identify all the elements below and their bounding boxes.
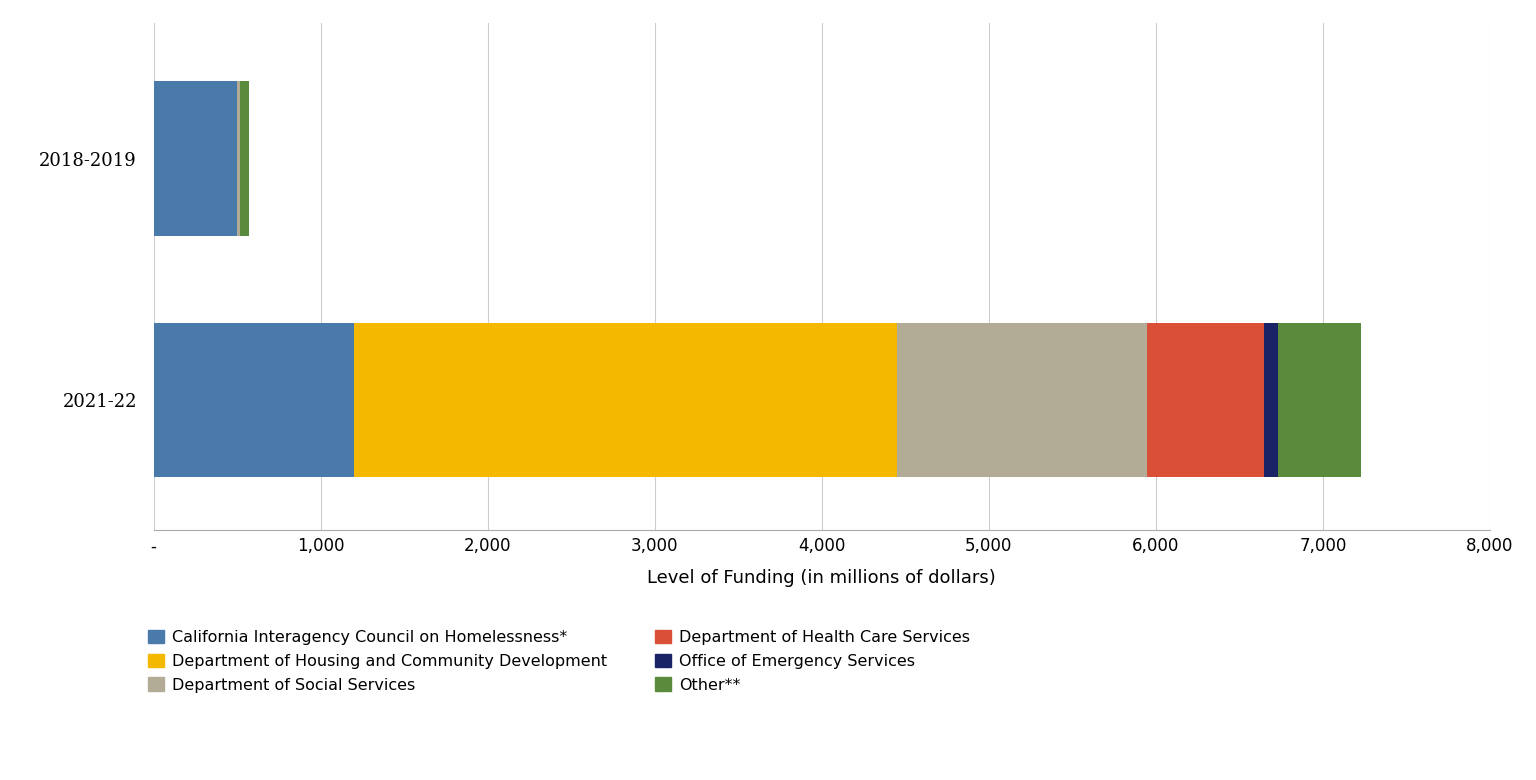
X-axis label: Level of Funding (in millions of dollars): Level of Funding (in millions of dollars… bbox=[647, 569, 997, 587]
Legend: California Interagency Council on Homelessness*, Department of Housing and Commu: California Interagency Council on Homele… bbox=[147, 629, 971, 693]
Bar bbox=[1278, 323, 1361, 477]
Bar bbox=[355, 323, 897, 477]
Bar bbox=[1264, 323, 1278, 477]
Bar bbox=[897, 323, 1147, 477]
Bar bbox=[154, 81, 237, 236]
Bar bbox=[240, 81, 249, 236]
Bar bbox=[237, 81, 240, 236]
Bar bbox=[154, 323, 355, 477]
Bar bbox=[1147, 323, 1264, 477]
